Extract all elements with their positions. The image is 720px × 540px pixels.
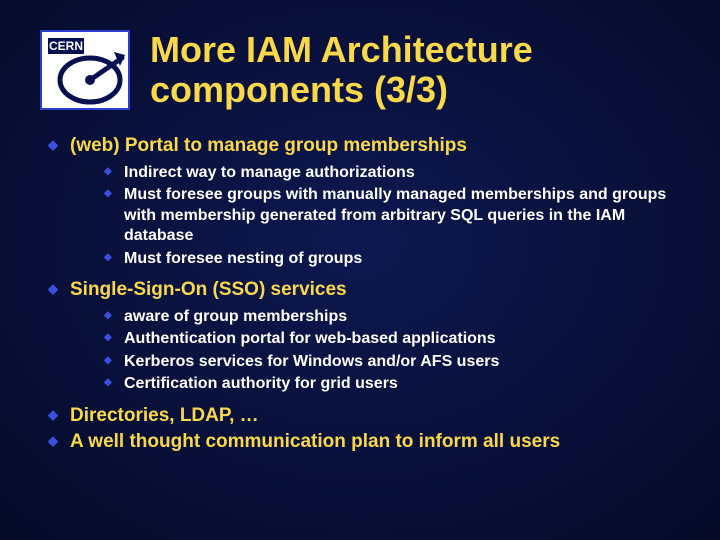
title-line-2: components (3/3) bbox=[150, 69, 448, 110]
bullet-text: Single-Sign-On (SSO) services bbox=[70, 279, 347, 300]
sub-bullet-item: Authentication portal for web-based appl… bbox=[102, 329, 680, 349]
bullet-item: (web) Portal to manage group memberships… bbox=[44, 135, 680, 269]
bullet-text: Directories, LDAP, … bbox=[70, 405, 259, 426]
bullet-item: Single-Sign-On (SSO) services aware of g… bbox=[44, 279, 680, 395]
bullet-text: A well thought communication plan to inf… bbox=[70, 431, 560, 452]
sub-bullet-item: Certification authority for grid users bbox=[102, 374, 680, 394]
sub-bullet-item: Must foresee nesting of groups bbox=[102, 249, 680, 269]
header: CERN More IAM Architecture components (3… bbox=[40, 30, 680, 111]
page-title: More IAM Architecture components (3/3) bbox=[150, 30, 533, 111]
logo-text: CERN bbox=[49, 39, 83, 53]
bullet-item: A well thought communication plan to inf… bbox=[44, 431, 680, 453]
sub-bullet-item: aware of group memberships bbox=[102, 307, 680, 327]
bullet-text: (web) Portal to manage group memberships bbox=[70, 135, 467, 156]
cern-logo: CERN bbox=[40, 30, 130, 110]
bullet-list: (web) Portal to manage group memberships… bbox=[44, 135, 680, 453]
sub-bullet-item: Indirect way to manage authorizations bbox=[102, 163, 680, 183]
slide: CERN More IAM Architecture components (3… bbox=[0, 0, 720, 477]
sub-bullet-item: Must foresee groups with manually manage… bbox=[102, 185, 680, 246]
sub-bullet-item: Kerberos services for Windows and/or AFS… bbox=[102, 352, 680, 372]
content: (web) Portal to manage group memberships… bbox=[40, 135, 680, 453]
bullet-item: Directories, LDAP, … bbox=[44, 405, 680, 427]
sub-bullet-list: Indirect way to manage authorizations Mu… bbox=[102, 163, 680, 269]
title-line-1: More IAM Architecture bbox=[150, 29, 533, 70]
sub-bullet-list: aware of group memberships Authenticatio… bbox=[102, 307, 680, 395]
